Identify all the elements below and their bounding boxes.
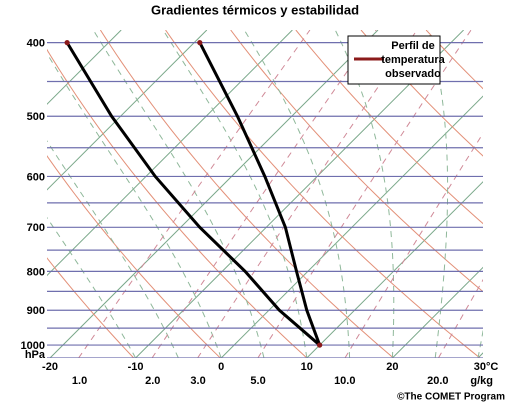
mixing-ratio-label: 5.0 [250, 375, 265, 387]
isotherm [47, 30, 293, 277]
y-tick-label: 400 [27, 38, 45, 50]
x-tick-label: 0 [218, 361, 224, 373]
y-tick-label: 700 [27, 222, 45, 234]
dry-adiabat [47, 257, 135, 358]
isotherm [47, 30, 122, 105]
mixing-ratio-label: 20.0 [427, 375, 448, 387]
dry-adiabat [425, 30, 483, 90]
y-tick-label: 500 [27, 111, 45, 123]
dry-adiabat [47, 48, 308, 358]
x-tick-label: 10 [301, 361, 313, 373]
legend-label: Perfil de [391, 40, 434, 52]
isotherm [47, 30, 208, 191]
mixing-ratio-line [151, 30, 377, 358]
y-tick-label: 900 [27, 305, 45, 317]
x-tick-label: -20 [42, 361, 58, 373]
isotherm [306, 181, 483, 358]
moist-adiabat [334, 30, 395, 358]
credit: ©The COMET Program [397, 392, 505, 403]
y-tick-label: 600 [27, 171, 45, 183]
dry-adiabat [47, 155, 221, 358]
chart-title: Gradientes térmicos y estabilidad [151, 2, 359, 17]
legend-label: temperatura [381, 54, 445, 66]
dry-adiabat [99, 30, 394, 358]
x-tick-label: -10 [128, 361, 144, 373]
x-tick-label: 30°C [474, 361, 499, 373]
isotherm [392, 266, 483, 358]
dry-adiabat [295, 30, 483, 225]
moist-adiabat [92, 30, 265, 358]
mixing-ratio-label: 10.0 [334, 375, 355, 387]
y-unit: hPa [25, 349, 46, 361]
dry-adiabat [360, 30, 483, 157]
moist-adiabat [162, 30, 308, 358]
dry-adiabat [230, 30, 483, 293]
dry-adiabat [165, 30, 481, 358]
y-tick-label: 1000 [21, 340, 45, 352]
legend: Perfil de temperatura observado [347, 35, 446, 85]
isotherm [49, 30, 379, 358]
y-tick-label: 800 [27, 266, 45, 278]
mixing-ratio-unit: g/kg [470, 375, 493, 387]
profile-line [65, 41, 321, 347]
isotherm [220, 95, 483, 358]
moist-adiabat [47, 140, 179, 358]
legend-label: observado [385, 68, 441, 80]
mixing-ratio-line [78, 30, 311, 358]
x-tick-label: 20 [386, 361, 398, 373]
mixing-ratio-line [344, 132, 483, 358]
mixing-ratio-label: 1.0 [72, 375, 87, 387]
profile-line [198, 41, 322, 346]
moist-adiabat [47, 52, 222, 358]
profile-end-marker [317, 342, 323, 348]
mixing-ratio-label: 2.0 [145, 375, 160, 387]
profile-end-marker [197, 40, 203, 46]
mixing-ratio-label: 3.0 [190, 375, 205, 387]
moist-adiabat [243, 30, 351, 358]
profile-end-marker [64, 40, 70, 46]
moist-adiabat [428, 30, 449, 358]
